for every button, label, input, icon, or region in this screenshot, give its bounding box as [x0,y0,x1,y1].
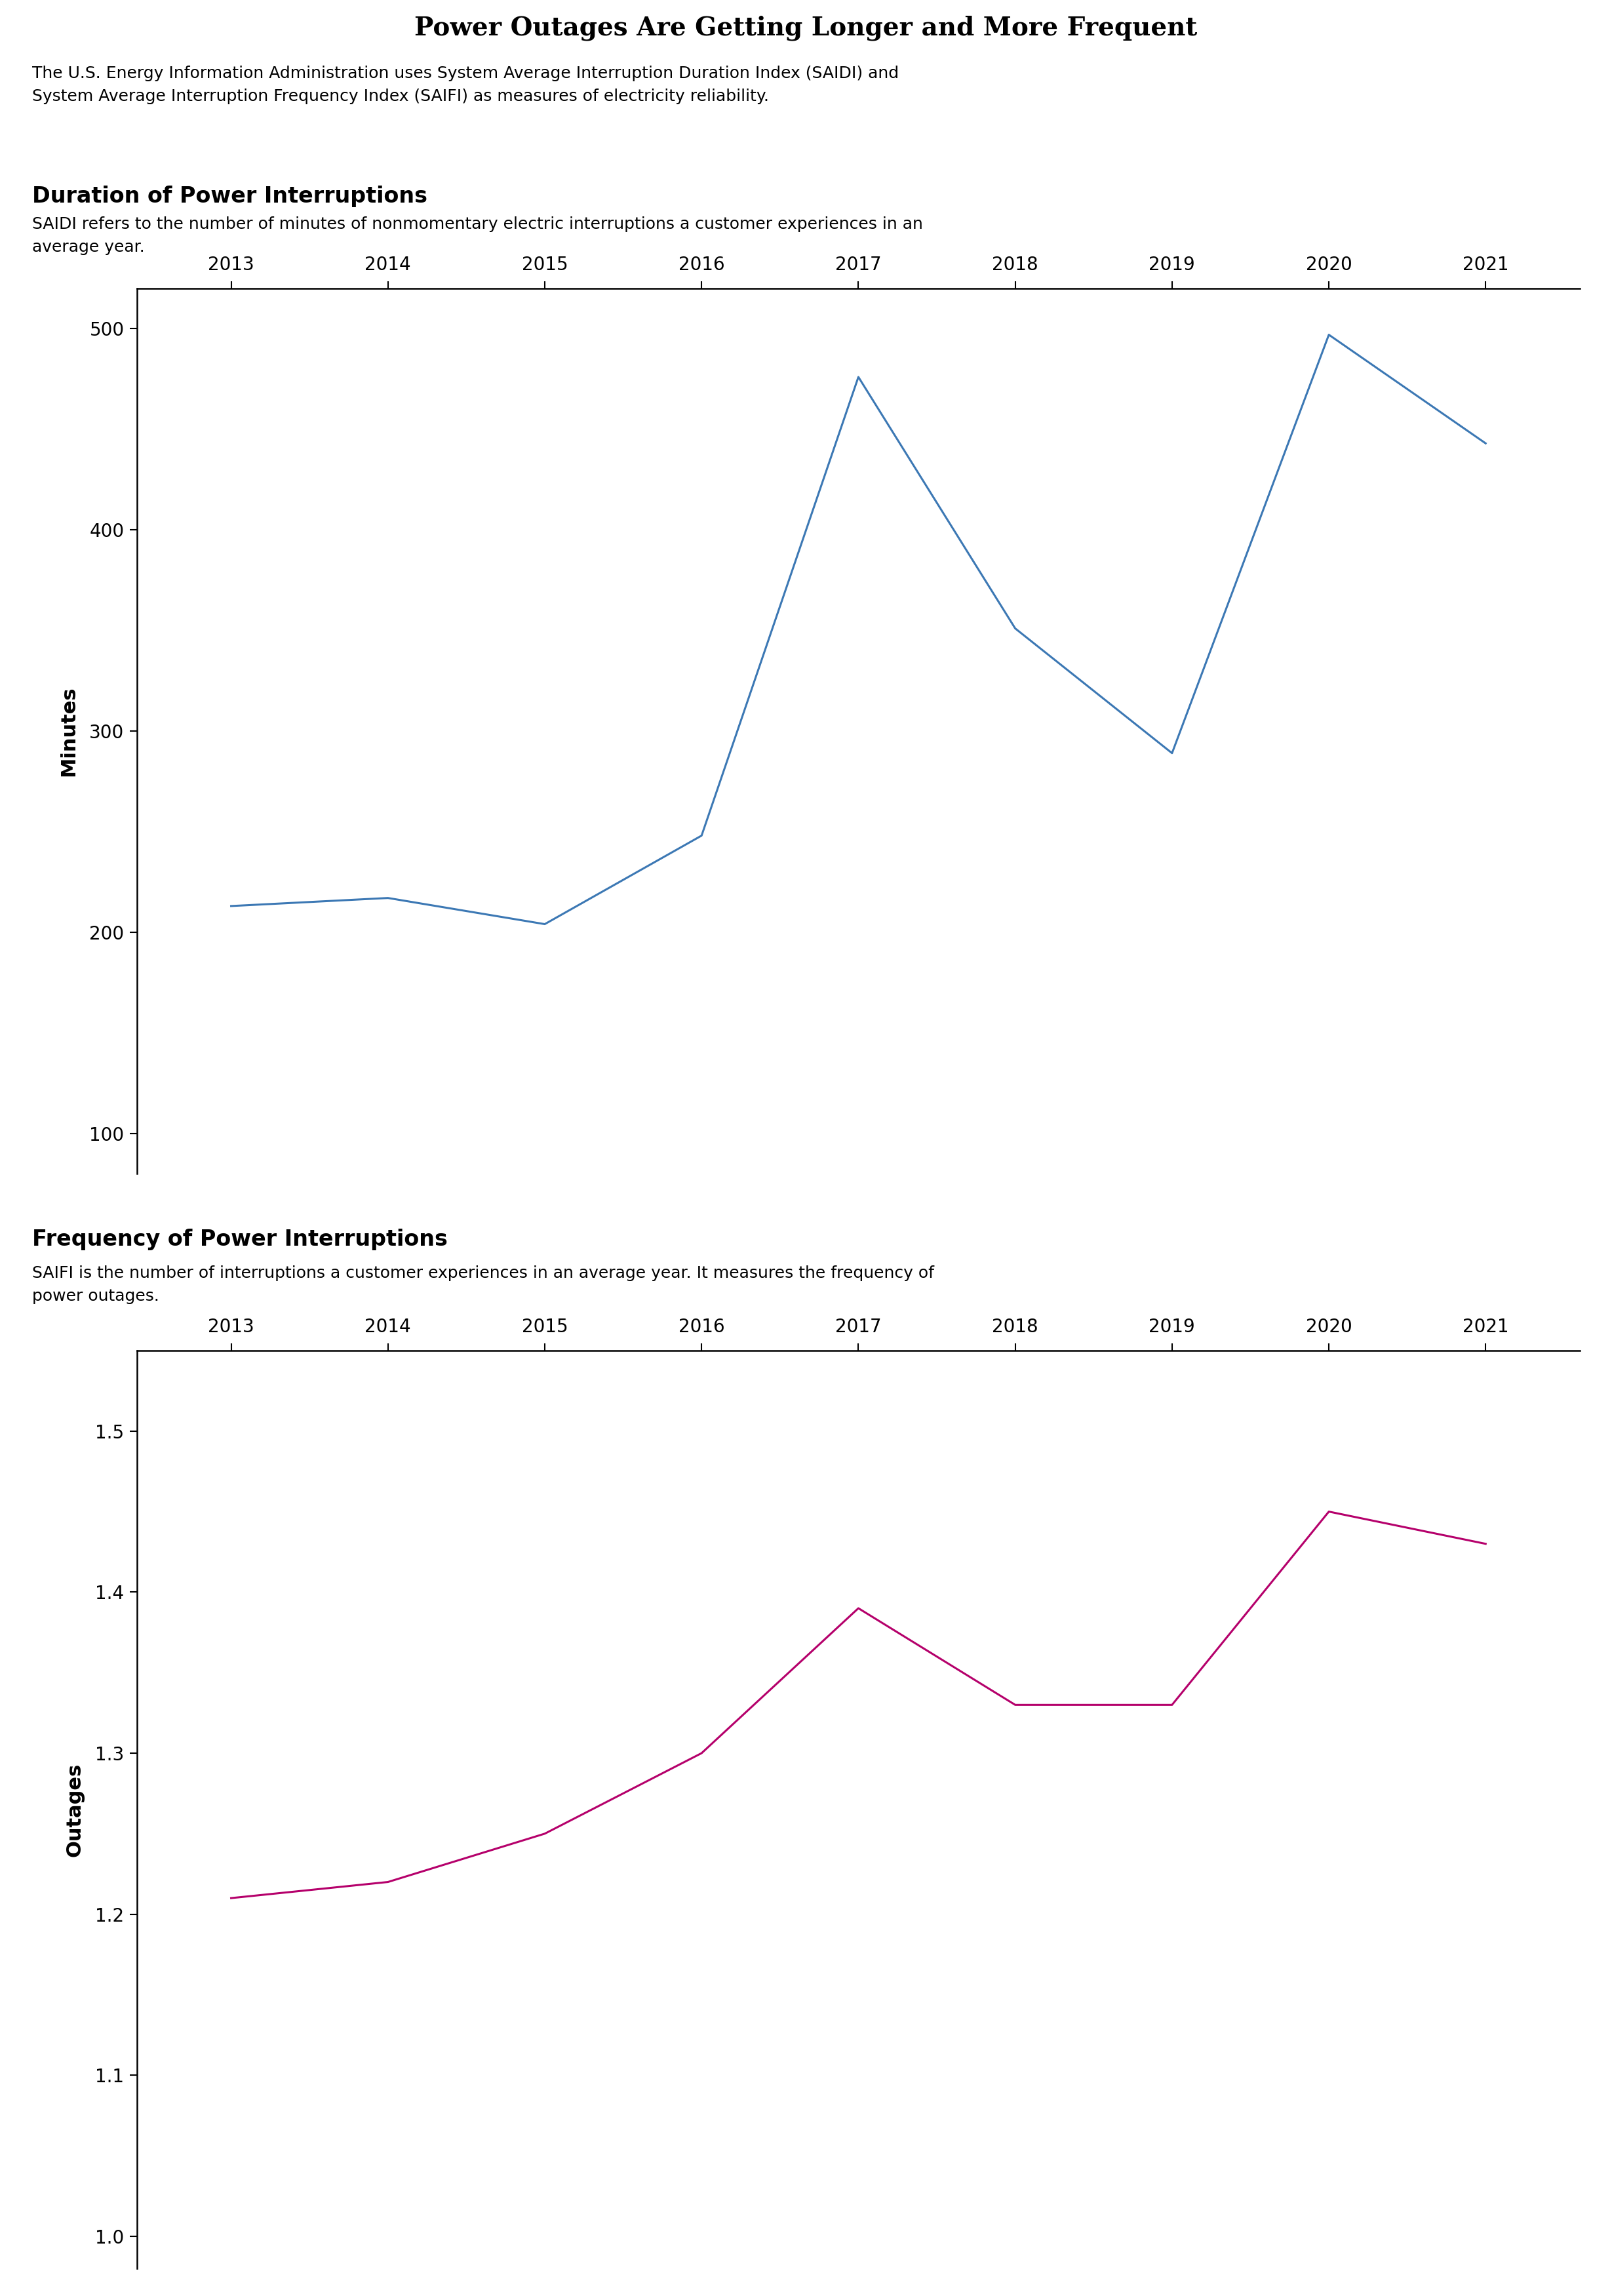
Y-axis label: Outages: Outages [66,1763,84,1857]
Text: Duration of Power Interruptions: Duration of Power Interruptions [32,186,427,207]
Text: The U.S. Energy Information Administration uses System Average Interruption Dura: The U.S. Energy Information Administrati… [32,67,899,106]
Y-axis label: Minutes: Minutes [60,687,79,776]
Text: Frequency of Power Interruptions: Frequency of Power Interruptions [32,1228,448,1249]
Text: SAIDI refers to the number of minutes of nonmomentary electric interruptions a c: SAIDI refers to the number of minutes of… [32,216,924,255]
Text: Power Outages Are Getting Longer and More Frequent: Power Outages Are Getting Longer and Mor… [414,16,1198,41]
Text: SAIFI is the number of interruptions a customer experiences in an average year. : SAIFI is the number of interruptions a c… [32,1265,935,1304]
